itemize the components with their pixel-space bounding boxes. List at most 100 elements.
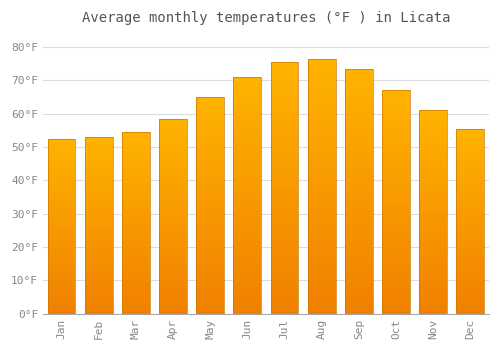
Bar <box>196 108 224 110</box>
Bar <box>234 219 262 222</box>
Bar <box>234 82 262 84</box>
Bar <box>196 153 224 156</box>
Bar <box>48 263 76 265</box>
Bar <box>382 153 410 155</box>
Bar <box>196 262 224 264</box>
Bar <box>382 117 410 119</box>
Bar <box>159 287 187 288</box>
Bar <box>234 195 262 198</box>
Bar <box>382 265 410 267</box>
Bar <box>122 192 150 194</box>
Bar <box>456 210 484 212</box>
Bar <box>159 158 187 160</box>
Bar <box>159 220 187 222</box>
Bar <box>85 232 112 234</box>
Bar <box>85 163 112 166</box>
Bar <box>308 89 336 92</box>
Bar <box>48 249 76 251</box>
Bar <box>308 130 336 133</box>
Bar <box>382 260 410 262</box>
Bar <box>48 272 76 274</box>
Bar <box>48 302 76 303</box>
Bar <box>308 245 336 247</box>
Bar <box>419 226 447 229</box>
Bar <box>159 308 187 310</box>
Bar <box>234 285 262 288</box>
Bar <box>48 163 76 165</box>
Bar <box>159 281 187 282</box>
Bar <box>270 143 298 145</box>
Bar <box>48 300 76 302</box>
Bar <box>419 184 447 186</box>
Bar <box>308 186 336 189</box>
Bar <box>122 210 150 212</box>
Bar <box>382 195 410 198</box>
Bar <box>48 156 76 158</box>
Bar <box>234 122 262 125</box>
Bar <box>345 231 373 233</box>
Bar <box>270 211 298 213</box>
Bar <box>234 120 262 122</box>
Bar <box>382 204 410 206</box>
Bar <box>382 160 410 162</box>
Bar <box>85 137 112 139</box>
Bar <box>196 216 224 218</box>
Bar <box>85 254 112 256</box>
Bar <box>196 134 224 136</box>
Bar <box>345 255 373 258</box>
Bar <box>308 115 336 118</box>
Bar <box>85 185 112 187</box>
Bar <box>196 281 224 284</box>
Bar <box>270 203 298 205</box>
Bar <box>382 124 410 126</box>
Bar <box>48 174 76 176</box>
Bar <box>85 275 112 277</box>
Bar <box>456 247 484 249</box>
Bar <box>48 200 76 202</box>
Bar <box>419 202 447 204</box>
Bar <box>85 190 112 192</box>
Bar <box>270 170 298 173</box>
Bar <box>345 267 373 270</box>
Bar <box>85 308 112 310</box>
Bar <box>308 168 336 171</box>
Bar <box>308 243 336 245</box>
Bar <box>122 174 150 176</box>
Bar <box>159 228 187 230</box>
Bar <box>345 86 373 89</box>
Bar <box>382 131 410 133</box>
Bar <box>308 105 336 107</box>
Bar <box>48 244 76 246</box>
Bar <box>456 177 484 179</box>
Bar <box>308 181 336 184</box>
Bar <box>382 231 410 233</box>
Bar <box>308 219 336 222</box>
Bar <box>270 158 298 160</box>
Bar <box>456 292 484 293</box>
Bar <box>122 165 150 167</box>
Bar <box>456 146 484 147</box>
Bar <box>419 267 447 269</box>
Bar <box>196 117 224 119</box>
Bar <box>196 292 224 294</box>
Bar <box>234 257 262 259</box>
Bar <box>48 237 76 239</box>
Bar <box>122 239 150 241</box>
Bar <box>308 79 336 82</box>
Bar <box>270 218 298 220</box>
Bar <box>419 137 447 139</box>
Bar <box>48 225 76 226</box>
Bar <box>48 265 76 267</box>
Bar <box>419 253 447 255</box>
Bar <box>308 66 336 69</box>
Bar <box>234 210 262 212</box>
Bar <box>345 140 373 142</box>
Bar <box>48 286 76 288</box>
Bar <box>196 193 224 195</box>
Bar <box>419 283 447 285</box>
Bar <box>270 175 298 178</box>
Bar <box>159 142 187 144</box>
Bar <box>308 299 336 301</box>
Bar <box>382 182 410 184</box>
Bar <box>419 192 447 194</box>
